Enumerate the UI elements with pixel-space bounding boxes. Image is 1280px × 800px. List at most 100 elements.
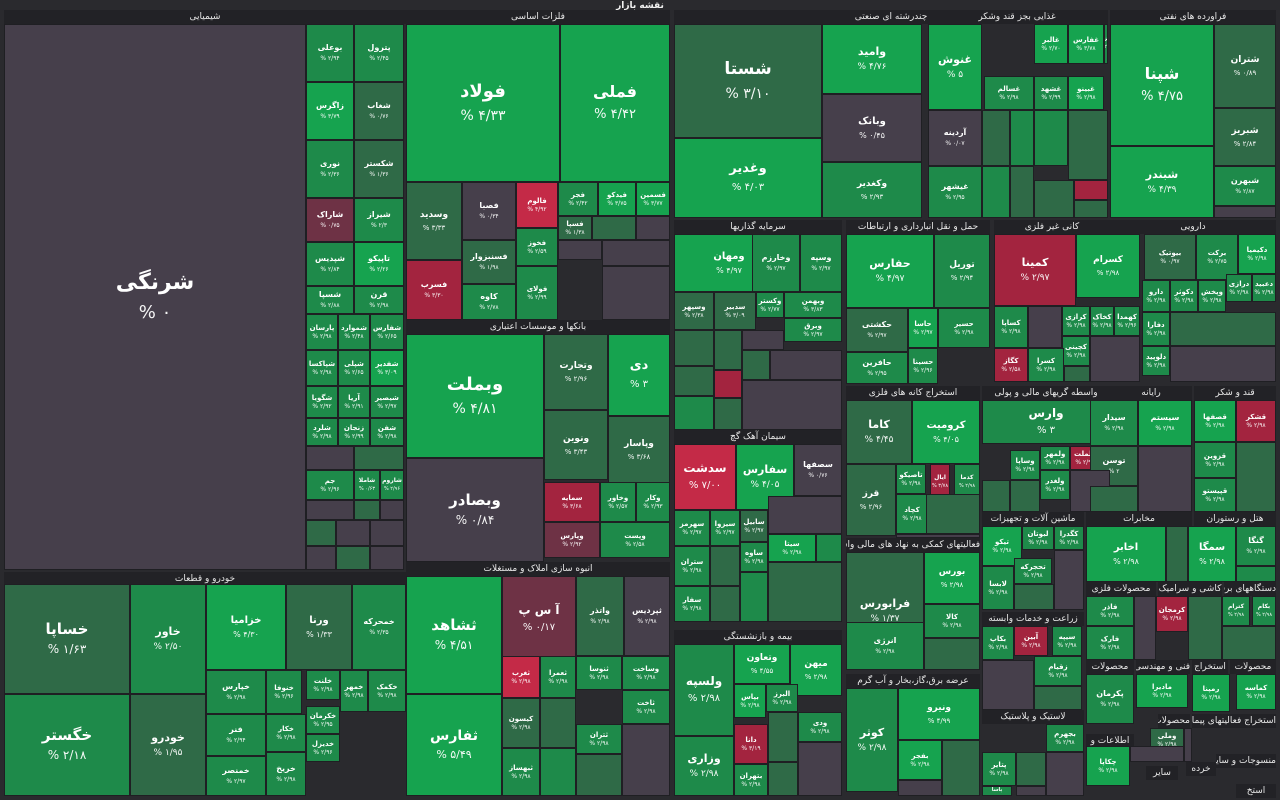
stock-tile[interactable]: دعبید ۲/۹۸ % xyxy=(1252,274,1276,302)
sector-title[interactable]: دارویی xyxy=(1110,220,1276,234)
stock-tile-unlabeled[interactable] xyxy=(770,350,842,380)
stock-tile-unlabeled[interactable] xyxy=(816,534,842,562)
sector-title[interactable]: هتل و رستوران xyxy=(1194,512,1276,526)
stock-tile-unlabeled[interactable] xyxy=(742,350,770,380)
stock-tile[interactable]: وکستر ۲/۷۷ % xyxy=(756,292,784,318)
stock-tile[interactable]: ودی ۲/۹۸ % xyxy=(798,712,842,742)
stock-tile[interactable]: زنجان ۲/۹۹ % xyxy=(338,418,370,446)
stock-tile[interactable]: خکرمان ۲/۹۵ % xyxy=(306,706,340,734)
stock-tile-unlabeled[interactable] xyxy=(306,520,336,546)
stock-tile[interactable]: سیستم ۲/۹۸ % xyxy=(1138,400,1192,446)
stock-tile[interactable]: غشهد ۲/۹۹ % xyxy=(1034,76,1068,110)
stock-tile[interactable]: شاروم ۲/۹۶ % xyxy=(380,470,404,500)
stock-tile[interactable]: ثتران ۲/۹۸ % xyxy=(576,724,622,754)
stock-tile[interactable]: انرژی ۲/۹۸ % xyxy=(846,622,924,670)
stock-tile[interactable]: ثعمرا ۲/۹۸ % xyxy=(540,656,576,698)
stock-tile[interactable]: کاوه ۲/۷۸ % xyxy=(462,284,516,320)
stock-tile[interactable]: شپنا ۴/۷۵ % xyxy=(1110,24,1214,146)
stock-tile-unlabeled[interactable] xyxy=(636,216,670,240)
stock-tile-unlabeled[interactable] xyxy=(622,724,670,796)
stock-tile[interactable]: فولای ۲/۹۹ % xyxy=(516,266,558,320)
stock-tile[interactable]: خریخ ۲/۹۸ % xyxy=(266,752,306,796)
stock-tile-unlabeled[interactable] xyxy=(982,166,1010,218)
stock-tile[interactable]: خلنت ۲/۹۸ % xyxy=(306,670,340,700)
stock-tile[interactable]: کاما ۴/۴۵ % xyxy=(846,400,912,464)
sector-title[interactable]: لاستیک و پلاستیک xyxy=(982,710,1084,724)
sector-title[interactable]: حمل و نقل انبارداری و ارتباطات xyxy=(846,220,990,234)
stock-tile[interactable]: وغدیر ۴/۰۳ % xyxy=(674,138,822,218)
stock-tile[interactable]: غزر۲/۶۵ % xyxy=(1104,24,1108,64)
stock-tile[interactable]: تیکو ۲/۹۸ % xyxy=(982,526,1022,566)
stock-tile[interactable]: خدیزل ۲/۹۶ % xyxy=(306,734,340,762)
sector-title[interactable]: خودرو و قطعات xyxy=(4,572,406,586)
stock-tile-unlabeled[interactable] xyxy=(1014,584,1054,610)
stock-tile[interactable]: شفارس ۲/۶۵ % xyxy=(370,314,404,350)
stock-tile[interactable]: وسپه ۲/۹۷ % xyxy=(800,234,842,292)
stock-tile[interactable]: بپاس ۲/۹۸ % xyxy=(734,684,766,718)
stock-tile[interactable]: سدبیر ۳/۰۹ % xyxy=(714,292,756,330)
stock-tile-unlabeled[interactable] xyxy=(1046,752,1084,796)
stock-tile[interactable]: کگدرا ۲/۹۸ % xyxy=(1054,526,1084,550)
stock-tile[interactable]: حاسا ۲/۹۷ % xyxy=(908,308,938,348)
stock-tile[interactable]: وبهمن ۳/۸۳ % xyxy=(784,292,842,318)
stock-tile-unlabeled[interactable] xyxy=(1034,686,1082,710)
stock-tile[interactable]: پکرمان ۲/۹۸ % xyxy=(1086,674,1134,724)
stock-tile[interactable]: شبندر ۴/۳۹ % xyxy=(1110,146,1214,218)
stock-tile[interactable]: وساپا ۲/۹۸ % xyxy=(1010,450,1040,480)
stock-tile-unlabeled[interactable] xyxy=(1170,346,1276,382)
stock-tile[interactable]: کالا ۲/۹۸ % xyxy=(924,604,980,638)
stock-tile[interactable]: سفارس ۴/۰۵ % xyxy=(736,444,794,510)
stock-tile[interactable]: خکار ۲/۹۸ % xyxy=(266,714,306,752)
stock-tile[interactable]: ولغدر ۲/۹۸ % xyxy=(1040,470,1070,500)
sector-title[interactable]: استخراج فعالیتهای پیمانکاری xyxy=(1192,714,1276,728)
stock-tile[interactable]: شپلی ۲/۶۵ % xyxy=(338,350,370,386)
stock-tile[interactable]: شلرد ۲/۹۸ % xyxy=(306,418,338,446)
stock-tile[interactable]: سابیل ۲/۹۷ % xyxy=(740,510,768,542)
stock-tile-unlabeled[interactable] xyxy=(768,762,798,796)
stock-tile[interactable]: شیصیر ۲/۹۷ % xyxy=(370,386,404,418)
stock-tile[interactable]: سهرمز ۲/۹۷ % xyxy=(674,510,710,546)
stock-tile-unlabeled[interactable] xyxy=(714,370,742,398)
stock-tile[interactable]: دارو ۲/۹۸ % xyxy=(1142,280,1170,312)
stock-tile[interactable]: وساخت ۲/۹۸ % xyxy=(622,656,670,690)
stock-tile[interactable]: بتهران ۲/۹۸ % xyxy=(734,764,768,796)
stock-tile-unlabeled[interactable] xyxy=(1138,446,1192,512)
stock-tile-unlabeled[interactable] xyxy=(558,240,602,260)
stock-tile[interactable]: فسمین ۳/۷۷ % xyxy=(636,182,670,216)
stock-tile[interactable]: ولمهر ۲/۹۸ % xyxy=(1040,446,1070,470)
stock-tile[interactable]: تحجرکه ۲/۹۸ % xyxy=(1014,558,1052,584)
stock-tile[interactable]: فولاد ۴/۳۳ % xyxy=(406,24,560,182)
stock-tile-unlabeled[interactable] xyxy=(1028,306,1062,348)
stock-tile[interactable]: قرن ۲/۹۸ % xyxy=(354,286,404,314)
stock-tile-unlabeled[interactable] xyxy=(306,446,354,470)
stock-tile[interactable]: شکستر ۱/۳۶ % xyxy=(354,140,404,198)
stock-tile[interactable]: سفار ۲/۹۸ % xyxy=(674,586,710,622)
stock-tile[interactable]: وسپهر ۲/۳۸ % xyxy=(674,292,714,330)
stock-tile[interactable]: دکیمیا ۲/۹۸ % xyxy=(1238,234,1276,274)
stock-tile-unlabeled[interactable] xyxy=(710,546,740,586)
stock-tile[interactable]: زاگرس ۳/۷۹ % xyxy=(306,82,354,140)
stock-tile[interactable]: خپارس ۲/۹۸ % xyxy=(206,670,266,714)
stock-tile[interactable]: وپخش ۲/۹۸ % xyxy=(1198,280,1226,312)
stock-tile[interactable]: شموارد ۲/۴۸ % xyxy=(338,314,370,350)
stock-tile[interactable]: شتران ۰/۸۹ % xyxy=(1214,24,1276,108)
stock-tile[interactable]: حافرین ۲/۹۵ % xyxy=(846,352,908,384)
stock-tile[interactable]: فسنبزوار ۱/۹۸ % xyxy=(462,240,516,284)
stock-tile-unlabeled[interactable] xyxy=(674,330,714,366)
sector-title[interactable]: کاشی و سرامیک xyxy=(1158,582,1222,596)
stock-tile[interactable]: ثنوسا ۲/۹۸ % xyxy=(576,656,622,690)
stock-tile[interactable]: کمینا ۲/۹۷ % xyxy=(994,234,1076,306)
stock-tile-unlabeled[interactable] xyxy=(942,740,980,796)
stock-tile[interactable]: میهن ۲/۹۸ % xyxy=(790,644,842,696)
stock-tile[interactable]: ونوین ۳/۴۳ % xyxy=(544,410,608,480)
stock-tile[interactable]: وخارزم ۲/۹۷ % xyxy=(752,234,800,292)
stock-tile[interactable]: مادیرا ۲/۹۸ % xyxy=(1136,674,1188,708)
stock-tile[interactable]: وپارس ۲/۹۲ % xyxy=(544,522,600,558)
stock-tile[interactable]: فارک ۲/۹۸ % xyxy=(1086,626,1134,660)
stock-tile[interactable]: قزوین ۲/۹۸ % xyxy=(1194,442,1236,478)
stock-tile[interactable]: ستران ۲/۹۸ % xyxy=(674,546,710,586)
stock-tile[interactable]: حکشتی ۲/۹۷ % xyxy=(846,308,908,352)
sector-title[interactable]: منسوجات و سایر xyxy=(1216,754,1276,768)
stock-tile[interactable]: سیتا ۲/۹۸ % xyxy=(768,534,816,562)
stock-tile[interactable]: پتایر ۲/۹۸ % xyxy=(982,752,1016,786)
